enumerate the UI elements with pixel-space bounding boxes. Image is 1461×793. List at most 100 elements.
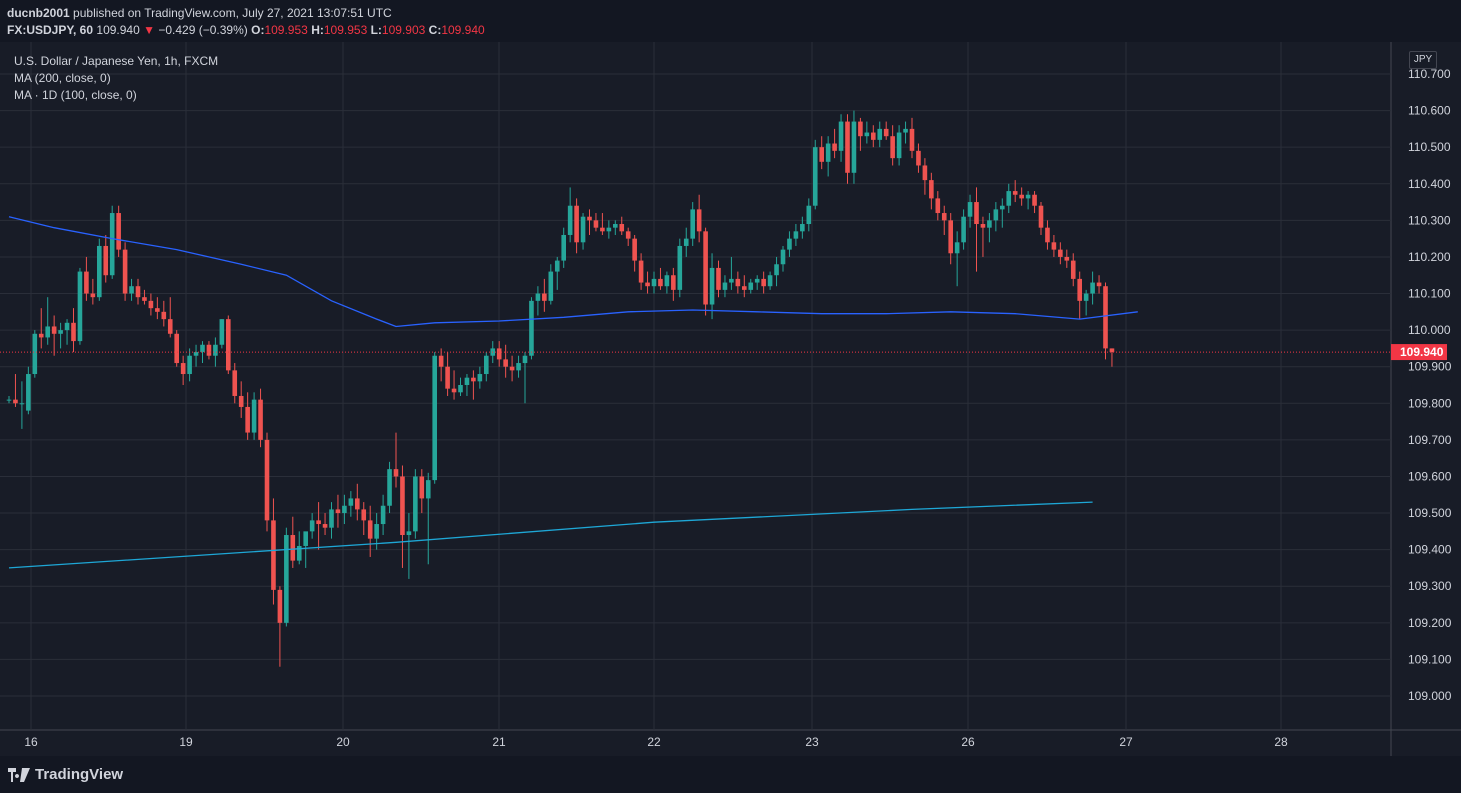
candle-body [477, 374, 483, 382]
close-label: C: [428, 23, 442, 37]
candle-body [129, 286, 134, 294]
candle-body [819, 147, 824, 162]
price-tick-label: 109.300 [1408, 579, 1452, 593]
currency-badge[interactable]: JPY [1409, 51, 1437, 69]
candle-body [413, 476, 418, 532]
published-info: published on TradingView.com, July 27, 2… [73, 6, 392, 20]
candle-body [109, 213, 115, 276]
legend-symbol[interactable]: U.S. Dollar / Japanese Yen, 1h, FXCM [14, 54, 219, 68]
candle-body [161, 311, 167, 320]
candle-body [825, 143, 831, 162]
candle-body [961, 216, 966, 243]
candle-body [1051, 242, 1057, 250]
candle-body [845, 121, 850, 173]
candle-body [806, 205, 812, 225]
last-price: 109.940 [96, 23, 140, 37]
candle-body [296, 545, 302, 561]
last-price-label: 109.940 [1400, 345, 1444, 359]
candle-body [400, 476, 405, 536]
candle-body [503, 359, 508, 367]
candle-body [32, 333, 38, 375]
candle-body [1000, 205, 1005, 210]
candle-body [1070, 260, 1076, 279]
candle-body [619, 224, 625, 232]
candle-body [516, 363, 521, 371]
candle-body [309, 520, 315, 532]
candle-body [664, 275, 670, 287]
candle-body [587, 216, 592, 221]
candle-body [187, 355, 192, 375]
candle-body [155, 308, 160, 312]
candle-body [374, 524, 379, 539]
candle-body [993, 209, 999, 221]
candle-body [380, 505, 386, 525]
price-tick-label: 110.200 [1408, 250, 1451, 264]
footer: TradingView [0, 756, 1461, 793]
candle-body [77, 271, 83, 342]
ohlc-line: FX:USDJPY, 60 109.940 ▼ −0.429 (−0.39%) … [7, 23, 485, 37]
change-value: −0.429 (−0.39%) [158, 23, 248, 37]
candle-body [200, 344, 205, 353]
candle-body [903, 128, 908, 133]
change-down-icon: ▼ [143, 23, 156, 37]
candle-body [432, 355, 437, 481]
open-value: 109.953 [264, 23, 308, 37]
legend-ma200[interactable]: MA (200, close, 0) [14, 71, 111, 85]
candle-body [580, 216, 586, 243]
publish-header: ducnb2001 published on TradingView.com, … [0, 0, 1461, 42]
candle-body [638, 260, 644, 283]
candle-body [335, 509, 341, 514]
price-tick-label: 110.000 [1408, 323, 1451, 337]
candle-body [658, 278, 663, 287]
candle-body [858, 121, 863, 137]
candle-body [935, 198, 941, 214]
candle-body [632, 238, 637, 261]
candle-body [496, 348, 502, 360]
candle-body [974, 202, 979, 225]
candle-body [671, 275, 676, 290]
candle-body [683, 238, 689, 246]
candle-body [967, 202, 973, 217]
candle-body [613, 224, 618, 228]
legend-ma1d[interactable]: MA · 1D (100, close, 0) [14, 88, 137, 102]
candle-body [1096, 282, 1102, 287]
candle-body [561, 234, 566, 261]
candle-body [148, 300, 154, 309]
candle-body [232, 370, 238, 396]
candle-body [838, 121, 844, 151]
candle-body [574, 205, 579, 243]
candle-body [1045, 227, 1050, 243]
candle-body [929, 180, 934, 199]
candle-body [890, 136, 895, 159]
candle-body [213, 344, 218, 356]
price-tick-label: 110.100 [1408, 287, 1451, 301]
candle-body [451, 388, 457, 393]
symbol-label: FX:USDJPY, 60 [7, 23, 94, 37]
time-tick-label: 19 [179, 735, 193, 749]
candle-body [193, 352, 199, 356]
candlestick-chart[interactable]: 110.700 110.600 110.500 110.400 110.300 110.2… [0, 42, 1461, 756]
candle-body [896, 132, 902, 159]
candle-body [361, 509, 367, 521]
candle-body [793, 231, 799, 239]
candle-body [600, 227, 605, 232]
candle-body [916, 150, 921, 166]
candle-body [761, 278, 766, 287]
candle-body [90, 293, 96, 298]
candle-body [767, 275, 773, 287]
candle-body [406, 531, 412, 536]
price-axis [1391, 42, 1461, 756]
price-tick-label: 109.200 [1408, 616, 1452, 630]
high-value: 109.953 [323, 23, 368, 37]
candle-body [909, 128, 915, 151]
tradingview-logo[interactable]: TradingView [8, 766, 123, 783]
candle-body [135, 286, 141, 298]
candle-body [458, 385, 463, 393]
ma200-line [8, 216, 1138, 328]
publisher-name[interactable]: ducnb2001 [7, 6, 70, 20]
candle-body [238, 395, 244, 407]
chart-pane[interactable]: 110.700 110.600 110.500 110.400 110.300 110.2… [0, 42, 1461, 756]
candle-body [1006, 191, 1012, 206]
candle-body [122, 249, 128, 294]
time-tick-label: 28 [1274, 735, 1288, 749]
